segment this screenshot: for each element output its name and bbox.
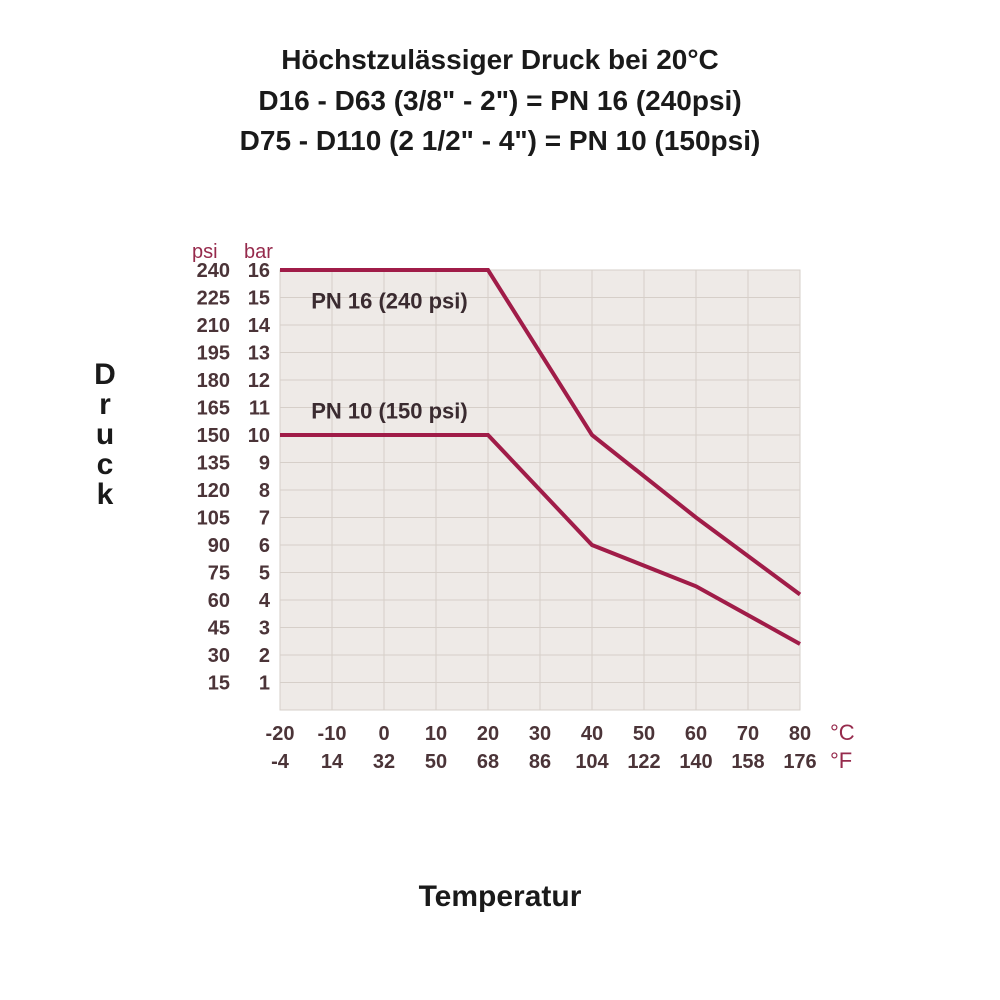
y-tick-bar: 1 [259, 672, 270, 694]
y-tick-bar: 2 [259, 645, 270, 667]
x-tick-c: -20 [266, 723, 295, 745]
y-tick-bar: 7 [259, 507, 270, 529]
x-tick-f: 158 [731, 751, 764, 773]
y-tick-bar: 10 [248, 425, 270, 447]
x-tick-f: -4 [271, 751, 290, 773]
x-tick-c: 10 [425, 723, 447, 745]
x-tick-c: 70 [737, 723, 759, 745]
x-tick-c: -10 [318, 723, 347, 745]
x-tick-f: 86 [529, 751, 551, 773]
x-tick-f: 68 [477, 751, 499, 773]
y-tick-bar: 11 [249, 397, 270, 419]
x-tick-f: 50 [425, 751, 447, 773]
y-tick-psi: 105 [197, 507, 230, 529]
x-tick-f: 140 [679, 751, 712, 773]
y-tick-psi: 15 [208, 672, 230, 694]
y-tick-psi: 150 [197, 425, 230, 447]
pressure-temperature-chart: psibar2401622515210141951318012165111501… [160, 230, 860, 790]
x-tick-c: 50 [633, 723, 655, 745]
title-line-1: Höchstzulässiger Druck bei 20°C [0, 40, 1000, 81]
x-tick-f: 104 [575, 751, 609, 773]
y-tick-psi: 180 [197, 370, 230, 392]
y-tick-psi: 120 [197, 480, 230, 502]
y-tick-psi: 240 [197, 260, 230, 282]
y-tick-psi: 165 [197, 397, 230, 419]
title-line-2: D16 - D63 (3/8" - 2") = PN 16 (240psi) [0, 81, 1000, 122]
x-axis-title: Temperatur [0, 880, 1000, 914]
y-tick-bar: 12 [248, 370, 270, 392]
y-tick-psi: 90 [208, 535, 230, 557]
y-tick-bar: 14 [248, 315, 271, 337]
y-axis-title: Druck [90, 360, 120, 510]
title-block: Höchstzulässiger Druck bei 20°C D16 - D6… [0, 40, 1000, 162]
y-tick-bar: 5 [259, 562, 270, 584]
y-tick-psi: 60 [208, 590, 230, 612]
y-tick-psi: 210 [197, 315, 230, 337]
series-label: PN 16 (240 psi) [311, 289, 468, 314]
y-tick-bar: 15 [248, 287, 270, 309]
y-tick-psi: 135 [197, 452, 230, 474]
y-tick-bar: 16 [248, 260, 270, 282]
y-tick-bar: 8 [259, 480, 270, 502]
x-tick-c: 30 [529, 723, 551, 745]
x-unit-c: °C [830, 720, 855, 745]
y-tick-bar: 3 [259, 617, 270, 639]
y-tick-psi: 30 [208, 645, 230, 667]
x-tick-c: 0 [378, 723, 389, 745]
x-tick-c: 80 [789, 723, 811, 745]
x-tick-c: 60 [685, 723, 707, 745]
y-tick-bar: 4 [259, 590, 271, 612]
series-label: PN 10 (150 psi) [311, 399, 468, 424]
y-tick-psi: 45 [208, 617, 230, 639]
x-tick-f: 122 [627, 751, 660, 773]
y-tick-psi: 75 [208, 562, 230, 584]
y-tick-bar: 13 [248, 342, 270, 364]
x-tick-f: 14 [321, 751, 344, 773]
x-tick-c: 20 [477, 723, 499, 745]
x-tick-f: 32 [373, 751, 395, 773]
y-tick-bar: 6 [259, 535, 270, 557]
y-tick-psi: 225 [197, 287, 230, 309]
y-tick-psi: 195 [197, 342, 230, 364]
x-tick-c: 40 [581, 723, 603, 745]
y-tick-bar: 9 [259, 452, 270, 474]
x-unit-f: °F [830, 748, 852, 773]
title-line-3: D75 - D110 (2 1/2" - 4") = PN 10 (150psi… [0, 121, 1000, 162]
x-tick-f: 176 [783, 751, 816, 773]
